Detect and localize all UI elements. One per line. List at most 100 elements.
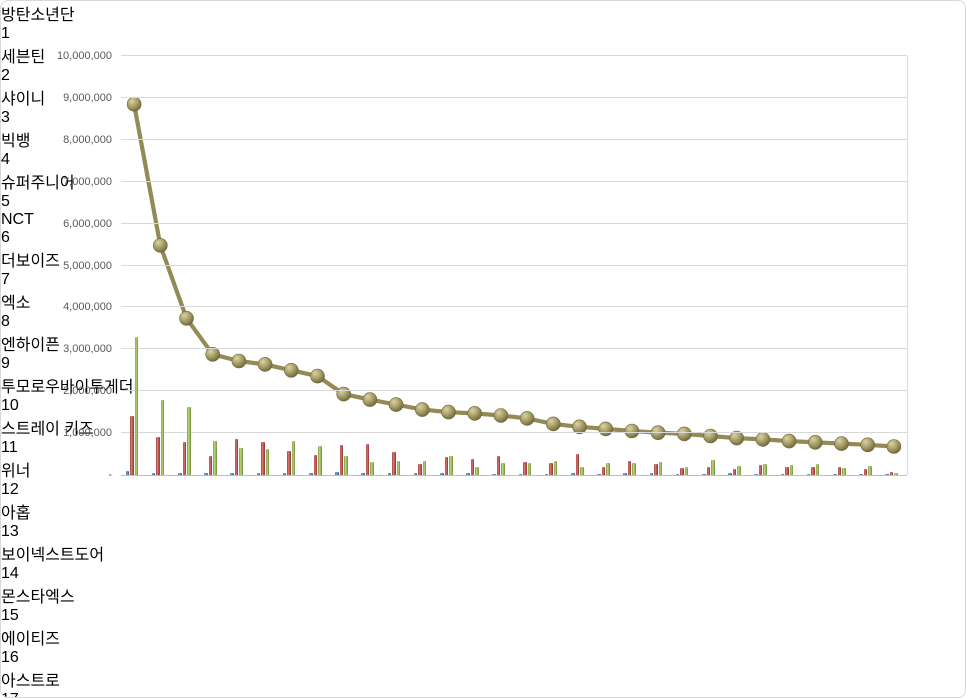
bar <box>265 449 270 475</box>
gridline <box>121 222 907 224</box>
bar <box>637 459 641 475</box>
bar-group <box>462 56 488 475</box>
bar <box>187 407 191 475</box>
line-series-layer <box>126 96 902 454</box>
bar <box>571 472 575 475</box>
bar <box>396 461 401 475</box>
rank-label: 14 <box>1 565 19 582</box>
bar-group <box>802 56 828 475</box>
line-marker <box>231 353 247 369</box>
bar <box>156 437 160 475</box>
line-marker <box>152 238 168 253</box>
bar-group <box>619 56 645 475</box>
bar-group <box>331 56 357 475</box>
category-cell: 보이넥스트도어 14 <box>1 541 965 583</box>
bar <box>344 455 348 475</box>
bar <box>349 452 353 475</box>
bar <box>244 433 248 475</box>
category-label: 위너 <box>1 463 31 480</box>
line-marker <box>310 368 325 384</box>
bar-group <box>881 56 907 475</box>
category-cell: 엔하이픈 9 <box>1 331 965 373</box>
bar <box>496 455 501 475</box>
gridline <box>121 96 907 98</box>
bar <box>270 425 274 475</box>
bar-group <box>121 56 147 475</box>
bar <box>649 473 654 475</box>
line-marker <box>493 408 509 423</box>
bar <box>899 452 903 475</box>
rank-label: 12 <box>1 481 19 498</box>
gridline <box>121 390 907 392</box>
category-label: 에이티즈 <box>1 631 60 648</box>
bar <box>192 427 196 475</box>
bar <box>204 473 208 475</box>
bar <box>309 473 313 475</box>
category-label: 빅뱅 <box>1 133 31 150</box>
gridline <box>121 306 907 308</box>
bar <box>365 444 370 475</box>
line-marker <box>729 430 745 446</box>
bar <box>213 441 217 475</box>
category-label: 엑소 <box>1 295 31 312</box>
bar <box>527 463 532 475</box>
rank-label: 11 <box>1 439 18 456</box>
bar <box>868 465 872 475</box>
bar <box>706 466 711 475</box>
bar <box>418 463 422 475</box>
bar <box>208 456 213 475</box>
bar <box>663 460 667 475</box>
bar <box>134 336 139 475</box>
bar <box>684 466 689 475</box>
category-cell: 아스트로17 <box>1 667 965 697</box>
bar-group <box>776 56 802 475</box>
bar-group <box>697 56 723 475</box>
gridline <box>121 348 907 350</box>
bar <box>553 461 558 475</box>
y-tick-label: 3,000,000 <box>63 343 112 356</box>
bar <box>470 459 475 475</box>
bar <box>859 473 863 475</box>
bar <box>387 472 392 475</box>
bar <box>296 435 300 475</box>
category-label: 샤이니 <box>1 91 46 108</box>
bar <box>422 460 427 475</box>
bar <box>820 459 824 475</box>
category-cell: 샤이니 3 <box>1 85 965 127</box>
bar <box>623 473 627 475</box>
bar <box>601 466 606 475</box>
bar <box>758 464 763 475</box>
rank-label: 3 <box>1 109 10 126</box>
plot-area: - 1,000,000 2,000,000 3,000,000 4,000,000 5,0… <box>57 50 908 481</box>
bar <box>549 463 553 475</box>
rank-label: 17 <box>1 691 965 697</box>
line-marker <box>467 406 483 421</box>
y-tick-label: 4,000,000 <box>63 301 112 314</box>
bar-group <box>278 56 304 475</box>
bar <box>230 472 234 475</box>
bar <box>492 473 496 475</box>
category-cell: 에이티즈 16 <box>1 625 965 667</box>
category-label: 아홉 <box>1 505 31 522</box>
rank-label: 9 <box>1 355 10 372</box>
bar <box>291 440 296 475</box>
category-cell: 세븐틴 2 <box>1 43 965 85</box>
bar-group <box>226 56 252 475</box>
category-cell: 몬스타엑스 15 <box>1 583 965 625</box>
bar <box>544 473 549 475</box>
bar <box>580 467 584 475</box>
line-marker <box>284 362 299 378</box>
line-marker <box>860 437 876 453</box>
bar <box>611 457 615 475</box>
rank-label: 6 <box>1 229 10 246</box>
rank-label: 4 <box>1 151 10 168</box>
rank-label: 7 <box>1 271 10 288</box>
bar <box>256 473 261 475</box>
bar <box>889 471 894 475</box>
bar <box>742 456 746 475</box>
bar <box>785 467 789 475</box>
bar <box>239 447 243 475</box>
rank-label: 1 <box>1 25 10 42</box>
bar <box>597 473 601 475</box>
